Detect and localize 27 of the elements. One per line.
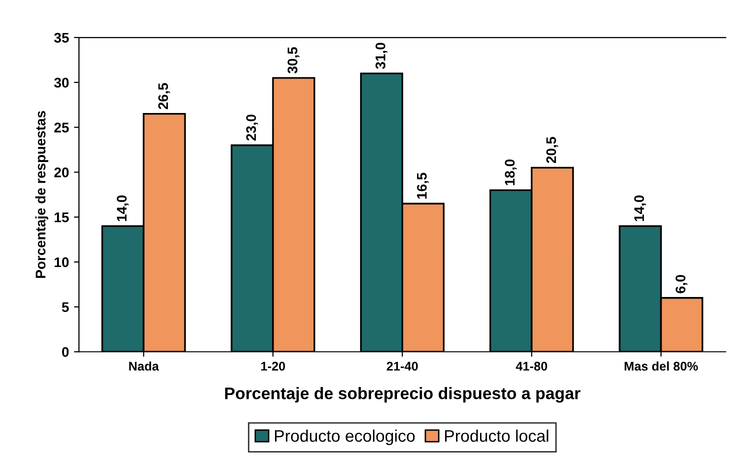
y-axis-title: Porcentaje de respuestas [35,111,48,278]
legend-label: Producto ecologico [275,430,415,446]
data-label: 20,5 [546,136,558,164]
y-tick-label: 0 [62,347,69,357]
y-tick-label: 10 [54,257,69,268]
y-tick-label: 5 [62,302,69,312]
data-label: 31,0 [376,42,388,69]
data-label: 14,0 [116,195,129,222]
x-tick-label: Mas del 80% [624,361,698,371]
x-tick-label: 41-80 [516,362,548,371]
x-tick-label: 21-40 [386,362,418,371]
legend-label: Producto local [445,430,548,442]
x-axis-title: Porcentaje de sobreprecio dispuesto a pagar [225,387,580,403]
data-label: 30,5 [288,47,300,74]
data-label: 26,5 [158,83,170,110]
x-tick-label: Nada [129,361,159,371]
data-label: 14,0 [634,195,646,222]
data-label: 16,5 [416,172,429,199]
y-tick-label: 35 [54,32,69,43]
data-label: 6,0 [676,274,688,294]
y-tick-label: 30 [54,78,69,88]
data-label: 23,0 [246,114,258,141]
y-tick-label: 20 [54,168,69,178]
x-tick-label: 1-20 [261,362,285,371]
y-tick-label: 15 [54,212,69,222]
data-label: 18,0 [504,160,517,186]
y-tick-label: 25 [54,122,69,132]
